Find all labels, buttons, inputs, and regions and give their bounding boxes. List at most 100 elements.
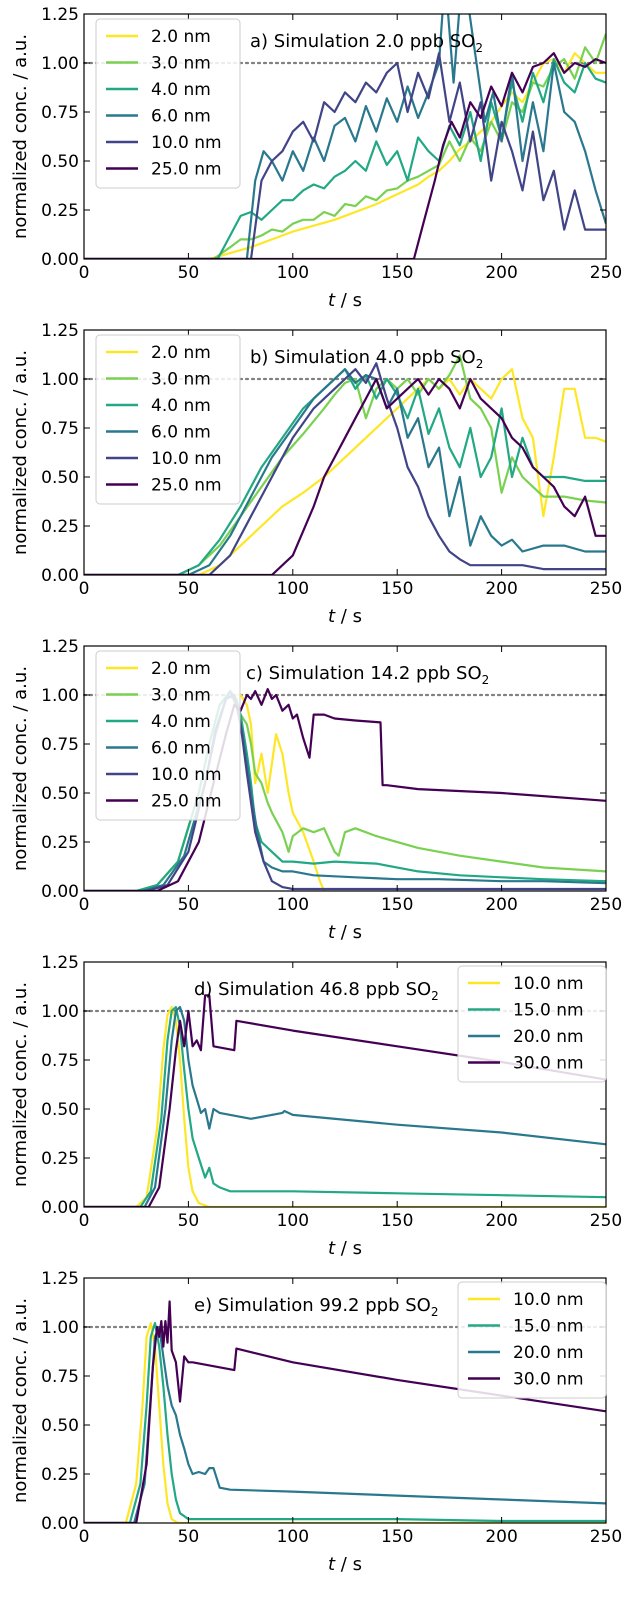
legend-label: 25.0 nm [151,792,222,812]
x-axis-label-unit: / s [335,1554,362,1575]
x-axis-label-var: t [328,606,336,627]
series-line-3 [84,994,606,1207]
series-group [84,354,606,575]
x-tick-label: 250 [590,263,622,283]
chart-panel-3: 0 50 100 150 200 250 0.00 0.25 0.50 0.75 1.00 1.25 t… [10,953,622,1259]
y-tick-label: 0.00 [41,250,79,270]
chart-panel-4: 0 50 100 150 200 250 0.00 0.25 0.50 0.75 1.00 1.25 t… [10,1269,622,1575]
y-tick-label: 0.50 [41,152,79,172]
legend-label: 10.0 nm [151,449,222,469]
y-tick-label: 0.25 [41,517,79,537]
series-line-1 [84,354,606,575]
legend-label: 25.0 nm [151,160,222,180]
x-tick-label: 200 [485,1527,517,1547]
y-axis-label: normalized conc. / a.u. [10,34,31,239]
legend-label: 3.0 nm [151,686,211,706]
series-line-1 [84,1322,606,1523]
chart-title-subscript: 2 [431,989,439,1003]
y-axis-label: normalized conc. / a.u. [10,666,31,871]
x-tick-label: 250 [590,579,622,599]
series-line-0 [84,1322,606,1523]
y-tick-label: 0.25 [41,1149,79,1169]
series-line-2 [84,1006,606,1207]
x-tick-label: 250 [590,1527,622,1547]
legend-label: 6.0 nm [151,423,211,443]
x-tick-label: 250 [590,895,622,915]
y-tick-label: 1.00 [41,1318,79,1338]
legend-label: 4.0 nm [151,396,211,416]
series-line-5 [84,52,606,259]
axes-frame [83,13,607,260]
x-tick-label: 200 [485,579,517,599]
legend-label: 20.0 nm [513,1027,584,1047]
x-tick-label: 50 [178,1527,200,1547]
legend-label: 30.0 nm [513,1054,584,1074]
y-tick-label: 0.25 [41,833,79,853]
y-axis-label: normalized conc. / a.u. [10,982,31,1187]
x-axis-label: t / s [328,1554,362,1575]
y-tick-label: 1.00 [41,54,79,74]
legend-label: 30.0 nm [513,1370,584,1390]
series-line-2 [84,58,606,259]
y-tick-label: 0.25 [41,1465,79,1485]
legend-label: 2.0 nm [151,659,211,679]
y-tick-label: 0.75 [41,103,79,123]
y-tick-label: 0.00 [41,566,79,586]
y-tick-label: 1.25 [41,1269,79,1289]
chart-panel-1: 0 50 100 150 200 250 0.00 0.25 0.50 0.75 1.00 1.25 t… [10,321,622,627]
x-axis-label-unit: / s [335,606,362,627]
x-axis-label-var: t [328,1554,336,1575]
y-tick-label: 0.75 [41,419,79,439]
y-tick-label: 0.25 [41,201,79,221]
axes-frame [83,961,607,1208]
chart-title-subscript: 2 [475,41,483,55]
x-tick-label: 150 [381,895,413,915]
legend-label: 6.0 nm [151,739,211,759]
x-tick-label: 150 [381,263,413,283]
series-line-1 [84,1006,606,1207]
legend-label: 2.0 nm [151,27,211,47]
chart-title-subscript: 2 [482,673,490,687]
x-tick-label: 0 [79,1527,90,1547]
axes-frame [83,329,607,576]
y-tick-label: 1.25 [41,5,79,25]
y-tick-label: 1.00 [41,686,79,706]
y-tick-label: 0.50 [41,784,79,804]
legend-label: 4.0 nm [151,712,211,732]
chart-title-main: e) Simulation 99.2 ppb SO [194,1295,431,1316]
x-tick-label: 100 [277,1527,309,1547]
x-tick-label: 50 [178,895,200,915]
chart-title-main: b) Simulation 4.0 ppb SO [250,347,476,368]
x-tick-label: 50 [178,1211,200,1231]
y-tick-label: 0.50 [41,1416,79,1436]
x-axis-label-unit: / s [335,1238,362,1259]
y-tick-label: 1.25 [41,637,79,657]
x-tick-label: 200 [485,1211,517,1231]
x-tick-label: 100 [277,579,309,599]
series-group [84,1300,606,1523]
series-group [84,14,606,259]
chart-title: d) Simulation 46.8 ppb SO2 [194,979,439,1003]
x-axis-label: t / s [328,1238,362,1259]
chart-title: c) Simulation 14.2 ppb SO2 [246,663,489,687]
chart-title: a) Simulation 2.0 ppb SO2 [250,31,483,55]
x-tick-label: 0 [79,1211,90,1231]
x-axis-label-var: t [328,290,336,311]
series-line-3 [84,1300,606,1523]
axes-frame [83,1277,607,1524]
x-axis-label: t / s [328,922,362,943]
chart-title-main: a) Simulation 2.0 ppb SO [250,31,475,52]
x-axis-label-var: t [328,1238,336,1259]
x-tick-label: 250 [590,1211,622,1231]
x-axis-label-var: t [328,922,336,943]
chart-title-subscript: 2 [476,357,484,371]
y-tick-label: 0.00 [41,1514,79,1534]
series-line-4 [84,52,606,259]
series-line-2 [84,368,606,575]
chart-title: b) Simulation 4.0 ppb SO2 [250,347,483,371]
y-tick-label: 1.25 [41,953,79,973]
x-tick-label: 100 [277,263,309,283]
axes-frame [83,645,607,892]
y-tick-label: 0.75 [41,1367,79,1387]
y-axis-label: normalized conc. / a.u. [10,1298,31,1503]
